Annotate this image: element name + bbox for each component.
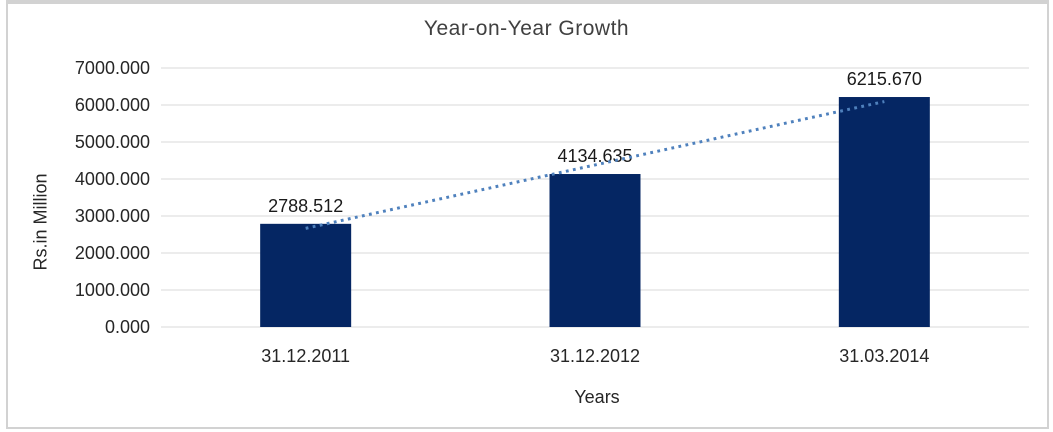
- x-tick-label: 31.12.2012: [550, 346, 640, 366]
- x-axis-title: Years: [574, 387, 620, 407]
- y-tick-label: 7000.000: [75, 58, 150, 78]
- y-tick-label: 0.000: [105, 317, 150, 337]
- chart-title: Year-on-Year Growth: [423, 17, 630, 40]
- y-tick-label: 4000.000: [75, 169, 150, 189]
- x-tick-label: 31.12.2011: [261, 346, 350, 366]
- y-tick-label: 1000.000: [75, 280, 150, 300]
- data-label: 6215.670: [847, 69, 922, 89]
- y-tick-label: 5000.000: [75, 132, 150, 152]
- data-label: 4134.635: [557, 146, 632, 166]
- y-tick-label: 3000.000: [75, 206, 150, 226]
- y-tick-label: 2000.000: [75, 243, 150, 263]
- x-tick-label: 31.03.2014: [839, 346, 929, 366]
- bar: [260, 223, 352, 327]
- y-tick-label: 6000.000: [75, 95, 150, 115]
- bar: [838, 97, 930, 328]
- bar: [549, 174, 641, 327]
- trendline: [305, 100, 885, 230]
- data-label: 2788.512: [268, 196, 343, 216]
